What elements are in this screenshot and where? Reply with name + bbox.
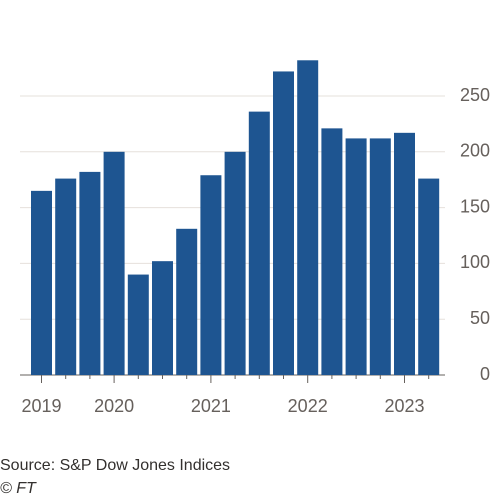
bar <box>394 132 415 375</box>
bar <box>55 178 77 375</box>
bar <box>31 190 52 375</box>
x-tick-label: 2020 <box>94 396 134 416</box>
bar <box>418 178 440 375</box>
bar <box>369 138 391 375</box>
y-tick-label: 150 <box>460 196 490 216</box>
bar <box>297 60 319 376</box>
bar <box>345 138 367 375</box>
bar <box>248 111 270 376</box>
y-tick-label: 50 <box>470 308 490 328</box>
credit: © FT <box>0 480 37 497</box>
bar <box>176 228 198 375</box>
x-tick-label: 2021 <box>191 396 231 416</box>
bar <box>200 175 222 375</box>
bar <box>127 274 149 375</box>
source: Source: S&P Dow Jones Indices <box>0 457 230 474</box>
bar <box>79 171 101 375</box>
bar <box>224 151 246 375</box>
y-tick-label: 100 <box>460 252 490 272</box>
bar <box>321 128 343 375</box>
x-tick-label: 2022 <box>288 396 328 416</box>
y-tick-label: 250 <box>460 85 490 105</box>
y-tick-label: 200 <box>460 141 490 161</box>
bar <box>152 261 173 375</box>
y-tick-label: 0 <box>480 364 490 384</box>
bar <box>103 151 125 375</box>
bar <box>273 71 294 375</box>
x-tick-label: 2019 <box>21 396 61 416</box>
x-tick-label: 2023 <box>384 396 424 416</box>
